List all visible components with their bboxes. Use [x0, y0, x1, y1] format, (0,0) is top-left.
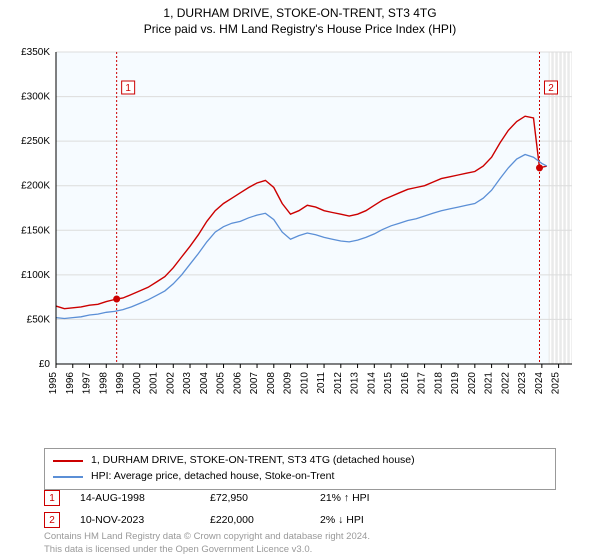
svg-text:2011: 2011 [316, 372, 327, 394]
transaction-delta: 21% ↑ HPI [320, 492, 370, 504]
svg-text:2002: 2002 [165, 372, 176, 395]
svg-text:2020: 2020 [467, 372, 478, 395]
svg-text:2003: 2003 [182, 372, 193, 395]
svg-text:2008: 2008 [266, 372, 277, 395]
svg-text:2013: 2013 [350, 372, 361, 395]
legend-swatch-series2 [53, 476, 83, 478]
svg-text:2015: 2015 [383, 372, 394, 395]
legend-label: 1, DURHAM DRIVE, STOKE-ON-TRENT, ST3 4TG… [91, 453, 415, 469]
svg-text:£250K: £250K [21, 136, 50, 147]
transaction-delta: 2% ↓ HPI [320, 514, 364, 526]
legend-row: HPI: Average price, detached house, Stok… [53, 469, 547, 485]
marker-badge: 1 [44, 490, 60, 506]
svg-text:1999: 1999 [115, 372, 126, 395]
legend-label: HPI: Average price, detached house, Stok… [91, 469, 334, 485]
chart-title: 1, DURHAM DRIVE, STOKE-ON-TRENT, ST3 4TG [0, 0, 600, 20]
legend-row: 1, DURHAM DRIVE, STOKE-ON-TRENT, ST3 4TG… [53, 453, 547, 469]
svg-text:£200K: £200K [21, 181, 50, 192]
svg-text:2009: 2009 [283, 372, 294, 395]
svg-text:£150K: £150K [21, 225, 50, 236]
transaction-date: 14-AUG-1998 [80, 492, 210, 504]
svg-text:2021: 2021 [484, 372, 495, 395]
svg-text:2018: 2018 [433, 372, 444, 395]
svg-text:1997: 1997 [82, 372, 93, 395]
chart-container: 1, DURHAM DRIVE, STOKE-ON-TRENT, ST3 4TG… [0, 0, 600, 560]
svg-text:2006: 2006 [232, 372, 243, 395]
svg-text:2000: 2000 [132, 372, 143, 395]
attribution-line: This data is licensed under the Open Gov… [44, 544, 370, 556]
svg-text:1: 1 [125, 83, 131, 94]
svg-text:2025: 2025 [551, 372, 562, 395]
svg-text:£100K: £100K [21, 270, 50, 281]
transaction-price: £220,000 [210, 514, 320, 526]
svg-text:1998: 1998 [98, 372, 109, 395]
svg-text:2017: 2017 [417, 372, 428, 395]
svg-text:2019: 2019 [450, 372, 461, 395]
svg-text:2016: 2016 [400, 372, 411, 395]
svg-text:2007: 2007 [249, 372, 260, 395]
transaction-row: 1 14-AUG-1998 £72,950 21% ↑ HPI [44, 490, 556, 506]
chart-subtitle: Price paid vs. HM Land Registry's House … [0, 20, 600, 36]
transaction-price: £72,950 [210, 492, 320, 504]
svg-text:2001: 2001 [149, 372, 160, 395]
marker-badge: 2 [44, 512, 60, 528]
svg-text:2014: 2014 [366, 372, 377, 395]
transaction-date: 10-NOV-2023 [80, 514, 210, 526]
svg-text:1996: 1996 [65, 372, 76, 395]
legend-swatch-series1 [53, 460, 83, 462]
svg-text:2010: 2010 [299, 372, 310, 395]
svg-text:2: 2 [548, 83, 554, 94]
svg-text:2012: 2012 [333, 372, 344, 395]
svg-text:£0: £0 [39, 359, 51, 370]
transaction-row: 2 10-NOV-2023 £220,000 2% ↓ HPI [44, 512, 556, 528]
svg-text:2024: 2024 [534, 372, 545, 395]
svg-text:£50K: £50K [27, 314, 51, 325]
svg-text:2004: 2004 [199, 372, 210, 395]
legend: 1, DURHAM DRIVE, STOKE-ON-TRENT, ST3 4TG… [44, 448, 556, 490]
svg-text:2022: 2022 [500, 372, 511, 395]
attribution-line: Contains HM Land Registry data © Crown c… [44, 531, 370, 543]
svg-text:£300K: £300K [21, 92, 50, 103]
attribution: Contains HM Land Registry data © Crown c… [44, 531, 370, 556]
svg-text:£350K: £350K [21, 47, 50, 58]
svg-text:2023: 2023 [517, 372, 528, 395]
chart-area: £0 £50K £100K £150K £200K £250K £300K £350K 1995… [12, 44, 588, 444]
svg-text:1995: 1995 [48, 372, 59, 395]
svg-text:2005: 2005 [216, 372, 227, 395]
